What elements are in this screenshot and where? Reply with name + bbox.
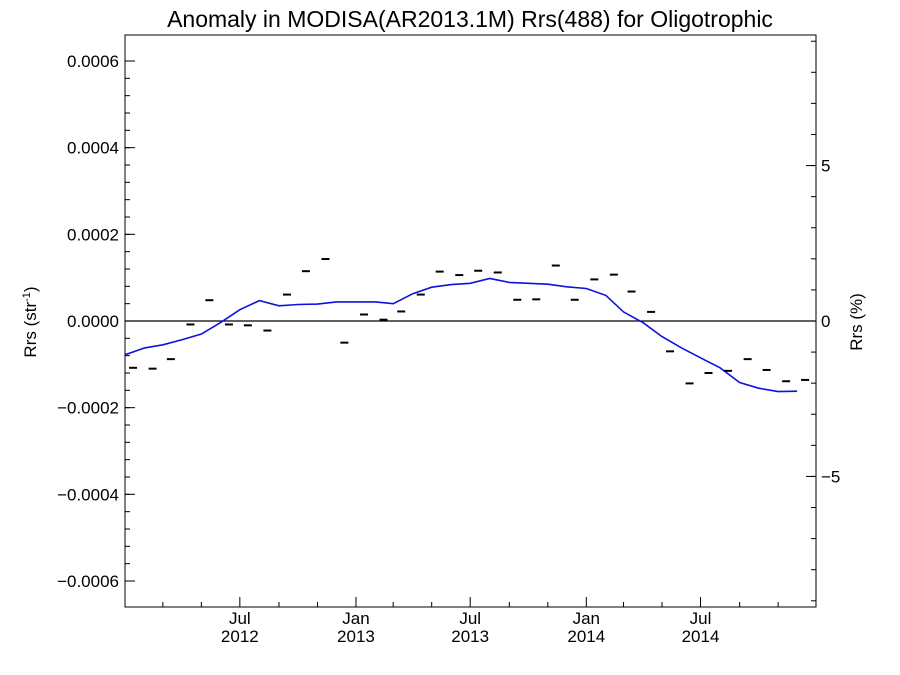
x-tick-year-label: 2014 bbox=[567, 627, 605, 646]
x-tick-month-label: Jul bbox=[459, 609, 481, 628]
left-tick-label: 0.0000 bbox=[67, 312, 119, 331]
monthly-anomaly-series bbox=[129, 258, 810, 385]
smoothed-anomaly-series bbox=[124, 277, 798, 393]
left-tick-label: 0.0006 bbox=[67, 52, 119, 71]
right-tick-label: −5 bbox=[821, 467, 840, 486]
x-tick-month-label: Jul bbox=[690, 609, 712, 628]
y-axis-label-close: ) bbox=[21, 286, 40, 292]
y-axis-label-base: Rrs (str bbox=[21, 302, 40, 358]
x-tick-month-label: Jan bbox=[342, 609, 369, 628]
x-tick-year-label: 2014 bbox=[682, 627, 720, 646]
x-tick-month-label: Jan bbox=[573, 609, 600, 628]
x-tick-year-label: 2012 bbox=[221, 627, 259, 646]
x-tick-year-label: 2013 bbox=[337, 627, 375, 646]
x-tick-year-label: 2013 bbox=[451, 627, 489, 646]
y-axis-label-left: Rrs (str-1) bbox=[21, 286, 40, 357]
left-y-axis: 0.0006 0.0004 0.0002 0.0000 −0.0002 −0.0004 −0… bbox=[57, 52, 135, 591]
chart-title: Anomaly in MODISA(AR2013.1M) Rrs(488) fo… bbox=[167, 6, 773, 32]
left-tick-label: 0.0002 bbox=[67, 225, 119, 244]
left-tick-label: 0.0004 bbox=[67, 139, 119, 158]
left-tick-label: −0.0006 bbox=[57, 572, 119, 591]
left-tick-label: −0.0002 bbox=[57, 399, 119, 418]
x-tick-month-label: Jul bbox=[229, 609, 251, 628]
smoothed-anomaly-line bbox=[124, 277, 798, 393]
y-axis-label-superscript: -1 bbox=[21, 292, 33, 302]
right-y-axis: 5 0 −5 bbox=[806, 40, 840, 602]
left-tick-label: −0.0004 bbox=[57, 485, 119, 504]
right-tick-label: 5 bbox=[821, 157, 830, 176]
y-axis-label-right: Rrs (%) bbox=[847, 293, 866, 351]
right-tick-label: 0 bbox=[821, 312, 830, 331]
